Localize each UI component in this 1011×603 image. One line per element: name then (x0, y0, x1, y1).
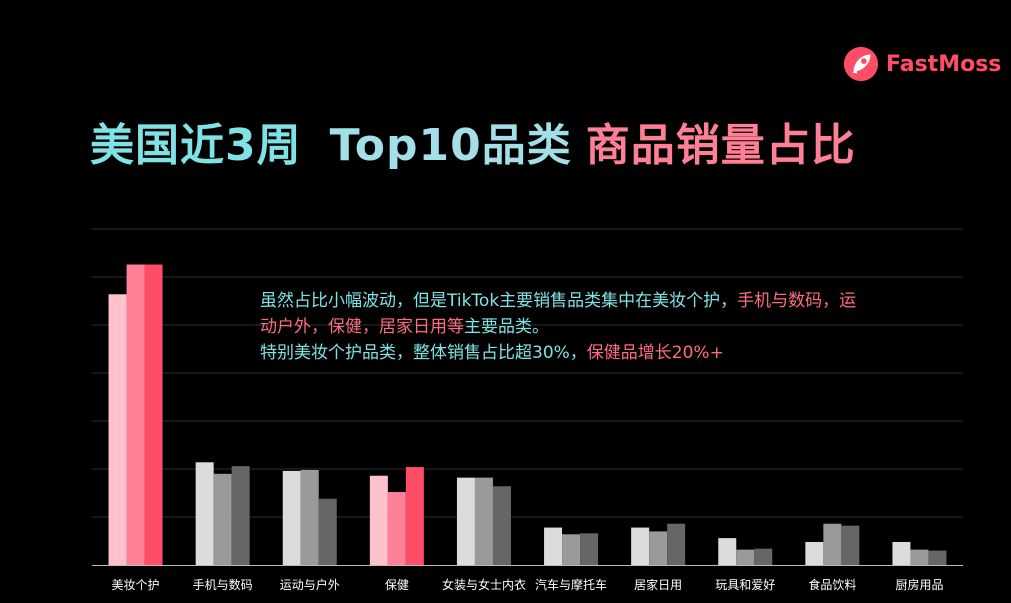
bar-2-0 (282, 470, 301, 565)
bar-4-1 (474, 477, 493, 565)
bar-1-2 (231, 466, 250, 565)
bar-4-2 (492, 486, 511, 565)
page-title: 美国近3周 Top10品类 商品销量占比 (90, 116, 856, 176)
bar-0-1 (126, 264, 145, 565)
rocket-badge-icon (843, 46, 879, 82)
title-part-3: 商品销量占比 (585, 120, 856, 171)
bar-1-1 (213, 473, 232, 565)
bar-8-1 (823, 523, 842, 565)
bar-5-0 (544, 527, 563, 565)
annotation-seg-6: 保健品增长20%+ (586, 343, 724, 363)
bar-1-0 (195, 462, 214, 565)
bar-8-0 (805, 541, 824, 565)
x-tick-label-5: 汽车与摩托车 (535, 577, 607, 592)
x-tick-label-8: 食品饮料 (808, 577, 856, 592)
chart-gridlines (92, 228, 963, 566)
annotation-seg-5: 特别美妆个护品类，整体销售占比超30%， (260, 343, 587, 363)
bar-9-1 (910, 549, 929, 565)
annotation-seg-4: 主要品类。 (464, 317, 549, 337)
x-tick-label-3: 保健 (385, 578, 409, 592)
bar-7-2 (754, 548, 773, 565)
x-tick-label-7: 玩具和爱好 (715, 578, 775, 592)
bar-9-0 (892, 541, 911, 565)
x-tick-label-9: 厨房用品 (895, 577, 943, 592)
annotation-seg-1: 虽然占比小幅波动，但是TikTok主要销售品类集中在美妆个护， (260, 291, 738, 311)
bar-2-1 (300, 469, 319, 565)
x-tick-label-1: 手机与数码 (193, 577, 253, 592)
title-part-2: Top10品类 (329, 120, 572, 171)
bar-0-2 (144, 264, 163, 565)
bar-7-0 (718, 538, 737, 565)
brand-logo: FastMoss (842, 44, 1001, 84)
bar-6-2 (667, 523, 686, 565)
bar-6-1 (649, 531, 668, 565)
chart-bars (108, 264, 947, 565)
annotation-seg-2: 手机与数码，运 (737, 291, 857, 311)
title-part-1: 美国近3周 (90, 120, 302, 171)
x-tick-label-6: 居家日用 (634, 577, 682, 592)
annotation-seg-3: 动户外，保健，居家日用等 (260, 317, 464, 337)
bar-7-1 (736, 549, 755, 565)
bar-6-0 (631, 527, 650, 565)
bar-2-2 (318, 498, 337, 565)
bar-4-0 (456, 477, 475, 565)
brand-name: FastMoss (886, 51, 1002, 77)
bar-3-1 (387, 492, 406, 565)
bar-3-2 (405, 467, 424, 565)
bar-5-1 (562, 534, 581, 565)
bar-9-2 (928, 550, 947, 565)
x-tick-label-2: 运动与户外 (280, 577, 340, 592)
bar-5-2 (580, 533, 599, 565)
chart-annotation: 虽然占比小幅波动，但是TikTok主要销售品类集中在美妆个护，手机与数码，运动户… (260, 288, 960, 366)
chart-x-tick-labels: 美妆个护 手机与数码 运动与户外 保健 女装与女士内衣 汽车与摩托车 居家日用 玩具和爱好 食品… (112, 577, 944, 592)
x-tick-label-4: 女装与女士内衣 (442, 577, 526, 592)
bar-3-0 (369, 475, 388, 565)
bar-8-2 (841, 525, 860, 565)
bar-0-0 (108, 294, 127, 565)
x-tick-label-0: 美妆个护 (112, 578, 160, 592)
